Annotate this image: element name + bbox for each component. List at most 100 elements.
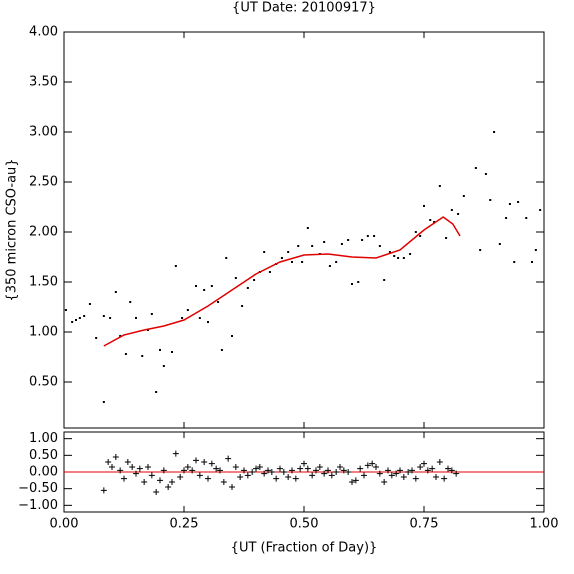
residual-point: [385, 467, 391, 474]
data-point: [186, 309, 189, 311]
residual-point: [405, 469, 412, 475]
y-tick-label: 0.00: [29, 465, 58, 480]
data-point: [340, 243, 343, 245]
data-point: [513, 261, 516, 263]
plot-frame: [63, 31, 545, 429]
y-tick-label: 3.50: [29, 75, 58, 90]
data-point: [366, 235, 369, 237]
residual-point: [153, 489, 160, 495]
data-point: [198, 317, 201, 319]
data-point: [174, 265, 177, 267]
x-tick-label: 0.00: [50, 517, 79, 532]
residual-point: [448, 467, 455, 474]
data-point: [534, 249, 537, 251]
data-point: [361, 239, 364, 241]
residual-point: [453, 470, 460, 477]
residual-point: [184, 464, 191, 470]
residual-point: [297, 465, 304, 472]
data-point: [479, 249, 482, 251]
residual-point: [352, 477, 359, 484]
data-point: [171, 351, 173, 353]
residual-point: [169, 479, 175, 485]
data-point: [388, 251, 391, 253]
residual-point: [433, 474, 439, 480]
residual-point: [157, 477, 163, 484]
data-point: [357, 281, 360, 283]
residual-point: [349, 479, 355, 485]
data-point: [162, 365, 165, 367]
data-point: [301, 261, 304, 263]
residual-point: [285, 474, 292, 480]
residual-point: [256, 464, 263, 470]
data-point: [498, 243, 501, 245]
residual-point: [309, 472, 316, 479]
data-point: [78, 317, 81, 319]
data-point: [268, 271, 271, 273]
data-point: [119, 335, 122, 337]
residual-point: [337, 464, 343, 470]
data-point: [124, 353, 127, 355]
data-point: [531, 261, 533, 263]
data-point: [297, 245, 300, 247]
data-point: [220, 349, 223, 351]
data-point: [373, 235, 376, 237]
data-point: [429, 219, 432, 221]
y-tick-label: 1.00: [29, 431, 58, 446]
data-point: [210, 285, 213, 287]
data-point: [438, 185, 441, 187]
residual-point: [196, 472, 203, 479]
residual-point: [273, 475, 280, 482]
data-point: [484, 173, 487, 175]
residual-point: [412, 475, 419, 482]
data-point: [517, 201, 520, 203]
y-tick-label: 3.00: [29, 125, 58, 140]
chart-title: {UT Date: 20100917}: [232, 1, 376, 16]
residual-point: [429, 465, 436, 472]
data-point: [287, 251, 290, 253]
residual-point: [213, 465, 220, 472]
data-point: [88, 303, 91, 305]
data-point: [419, 235, 422, 237]
data-point: [241, 305, 244, 307]
residual-point: [421, 460, 427, 467]
data-point: [64, 309, 67, 311]
y-tick-label: 2.50: [29, 175, 58, 190]
y-tick-label: 0.50: [29, 448, 58, 463]
residual-point: [393, 470, 400, 477]
x-tick-label: 0.75: [410, 517, 439, 532]
data-point: [402, 257, 405, 259]
data-point: [328, 265, 331, 267]
residual-point: [181, 467, 187, 474]
data-point: [539, 209, 542, 211]
y-tick-label: 1.00: [29, 325, 58, 340]
data-point: [95, 337, 98, 339]
residual-point: [369, 460, 376, 467]
data-point: [383, 279, 386, 281]
data-point: [393, 255, 396, 257]
residual-point: [121, 475, 127, 482]
data-point: [433, 221, 436, 223]
residual-point: [229, 484, 235, 490]
x-tick-label: 0.25: [170, 517, 199, 532]
residual-point: [328, 472, 335, 479]
residual-point: [129, 464, 136, 470]
data-point: [150, 313, 153, 315]
residual-point: [208, 460, 215, 467]
residual-point: [249, 469, 256, 475]
data-point: [311, 245, 314, 247]
residual-point: [417, 464, 424, 470]
residual-point: [261, 470, 268, 477]
data-point: [306, 227, 309, 229]
residual-point: [364, 462, 371, 469]
fit-line: [103, 216, 461, 347]
data-point: [253, 279, 256, 281]
data-point: [397, 257, 400, 259]
data-point: [102, 315, 105, 317]
residual-point: [136, 465, 143, 472]
data-point: [323, 241, 326, 243]
residual-point: [357, 465, 364, 472]
data-point: [474, 167, 477, 169]
data-point: [75, 319, 77, 321]
data-point: [195, 285, 197, 287]
